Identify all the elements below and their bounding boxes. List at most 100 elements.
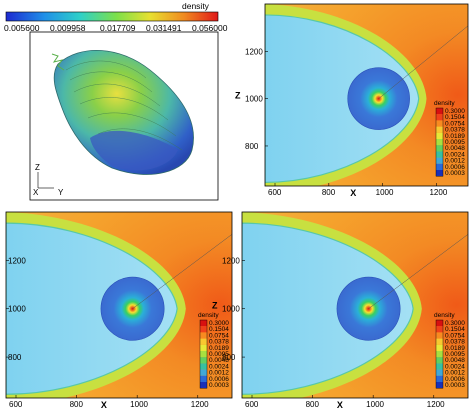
panel-colorbar-tick: 0.3000 bbox=[209, 320, 229, 327]
panel-colorbar-tick: 0.0003 bbox=[209, 382, 229, 389]
top-colorbar-tick-4: 0.056000 bbox=[192, 23, 228, 33]
ytick-label: 1200 bbox=[222, 256, 240, 265]
panel-colorbar-tick: 0.3000 bbox=[445, 320, 465, 327]
colorbar-swatch bbox=[436, 357, 443, 364]
panel-frame bbox=[241, 211, 469, 399]
xtick-label: 800 bbox=[306, 400, 320, 409]
colorbar-swatch bbox=[436, 338, 443, 345]
ytick-label: 800 bbox=[222, 353, 236, 362]
axis-z-label: Z bbox=[35, 163, 40, 172]
ytick-label: 800 bbox=[245, 142, 259, 151]
panel-colorbar-title: density bbox=[434, 100, 455, 107]
colorbar-swatch bbox=[436, 163, 443, 170]
colorbar-swatch bbox=[200, 375, 207, 382]
colorbar-swatch bbox=[200, 369, 207, 376]
colorbar-swatch bbox=[436, 382, 443, 389]
top-colorbar-tick-0: 0.005600 bbox=[4, 23, 40, 33]
panel-colorbar-tick: 0.0006 bbox=[445, 164, 465, 171]
diagonal-cut-line bbox=[132, 234, 232, 309]
colorbar-swatch bbox=[436, 351, 443, 358]
colorbar-swatch bbox=[200, 344, 207, 351]
colorbar-swatch bbox=[436, 326, 443, 333]
cavity-region bbox=[6, 222, 178, 395]
colorbar-swatch bbox=[436, 120, 443, 127]
colorbar-swatch bbox=[200, 320, 207, 327]
panel-colorbar-tick: 0.0095 bbox=[209, 351, 229, 358]
panel-colorbar-tick: 0.0095 bbox=[445, 139, 465, 146]
ytick-label: 1200 bbox=[8, 256, 26, 265]
colorbar-swatch bbox=[200, 338, 207, 345]
top-colorbar: density 0.005600 0.009958 0.017709 0.031… bbox=[4, 1, 228, 33]
xtick-label: 1200 bbox=[429, 188, 447, 197]
cavity-region bbox=[265, 14, 420, 183]
panel-colorbar-tick: 0.0754 bbox=[445, 120, 465, 127]
top-colorbar-tick-2: 0.017709 bbox=[100, 23, 136, 33]
xtick-label: 1200 bbox=[191, 400, 209, 409]
xtick-label: 600 bbox=[245, 400, 259, 409]
colorbar-swatch bbox=[436, 114, 443, 121]
cavity-region bbox=[242, 222, 414, 395]
colorbar-swatch bbox=[436, 132, 443, 139]
panel-colorbar-tick: 0.0024 bbox=[445, 151, 465, 158]
axis-y-label: Y bbox=[58, 188, 64, 197]
density-panel-bottom-right: 600 800 1000 120080010001200XZdensity0.3000… bbox=[212, 211, 469, 410]
top-colorbar-title: density bbox=[182, 1, 210, 11]
panel-colorbar-tick: 0.3000 bbox=[445, 108, 465, 115]
density-panel-top-right: 600 800 1000 1200 800 1000 1200 X Zdensity0.3000… bbox=[235, 3, 469, 198]
isosurface-3d-view: Z X Y bbox=[29, 31, 219, 201]
ytick-label: 1000 bbox=[245, 95, 263, 104]
panel-colorbar-tick: 0.0378 bbox=[445, 127, 465, 134]
colorbar-swatch bbox=[200, 363, 207, 370]
panel-colorbar-tick: 0.0003 bbox=[445, 382, 465, 389]
colorbar-swatch bbox=[436, 363, 443, 370]
panel-colorbar-tick: 0.1504 bbox=[445, 326, 465, 333]
ytick-label: 1000 bbox=[8, 305, 26, 314]
panel-colorbar-title: density bbox=[434, 312, 455, 319]
panel-colorbar-tick: 0.1504 bbox=[209, 326, 229, 333]
colorbar-swatch bbox=[436, 170, 443, 177]
colorbar-swatch bbox=[436, 369, 443, 376]
ytick-label: 1200 bbox=[245, 47, 263, 56]
panel-frame bbox=[5, 211, 233, 399]
orientation-axes: Z X Y bbox=[33, 163, 64, 197]
panel-colorbar-tick: 0.0006 bbox=[209, 376, 229, 383]
panel-colorbar-tick: 0.0189 bbox=[445, 133, 465, 140]
colorbar-swatch bbox=[200, 357, 207, 364]
yaxis-label: Z bbox=[235, 91, 241, 101]
colorbar-swatch bbox=[200, 332, 207, 339]
panel-colorbar-tick: 0.0003 bbox=[445, 170, 465, 177]
panel-colorbar-tick: 0.0378 bbox=[209, 339, 229, 346]
panel-colorbar-tick: 0.0012 bbox=[445, 370, 465, 377]
panel-colorbar-tick: 0.1504 bbox=[445, 114, 465, 121]
panel-colorbar-tick: 0.0024 bbox=[445, 363, 465, 370]
colorbar-swatch bbox=[200, 351, 207, 358]
xaxis-label: X bbox=[101, 400, 107, 410]
panel-colorbar-tick: 0.0095 bbox=[445, 351, 465, 358]
yaxis-label: Z bbox=[212, 301, 218, 311]
colorbar-swatch bbox=[436, 375, 443, 382]
xaxis-label: X bbox=[337, 400, 343, 410]
xaxis-label: X bbox=[350, 188, 356, 198]
colorbar-swatch bbox=[436, 108, 443, 115]
panel-colorbar-tick: 0.0012 bbox=[209, 370, 229, 377]
panel-colorbar-tick: 0.0189 bbox=[445, 345, 465, 352]
diagonal-cut-line bbox=[378, 25, 468, 99]
panel-colorbar-tick: 0.0024 bbox=[209, 363, 229, 370]
colorbar-swatch bbox=[436, 126, 443, 133]
colorbar-swatch bbox=[436, 157, 443, 164]
xtick-label: 600 bbox=[268, 188, 282, 197]
density-panel-bottom-left: 600 800 1000 120080010001200Xdensity0.30000… bbox=[5, 211, 233, 410]
top-colorbar-tick-3: 0.031491 bbox=[146, 23, 182, 33]
top-colorbar-tick-1: 0.009958 bbox=[50, 23, 86, 33]
panel-colorbar-tick: 0.0754 bbox=[445, 332, 465, 339]
xtick-label: 800 bbox=[322, 188, 336, 197]
panel-colorbar-tick: 0.0754 bbox=[209, 332, 229, 339]
panel-colorbar-tick: 0.0048 bbox=[445, 145, 465, 152]
xtick-label: 1000 bbox=[376, 188, 394, 197]
colorbar-swatch bbox=[436, 151, 443, 158]
colorbar-swatch bbox=[200, 382, 207, 389]
panel-colorbar-tick: 0.0048 bbox=[445, 357, 465, 364]
xtick-label: 1000 bbox=[130, 400, 148, 409]
colorbar-swatch bbox=[436, 320, 443, 327]
